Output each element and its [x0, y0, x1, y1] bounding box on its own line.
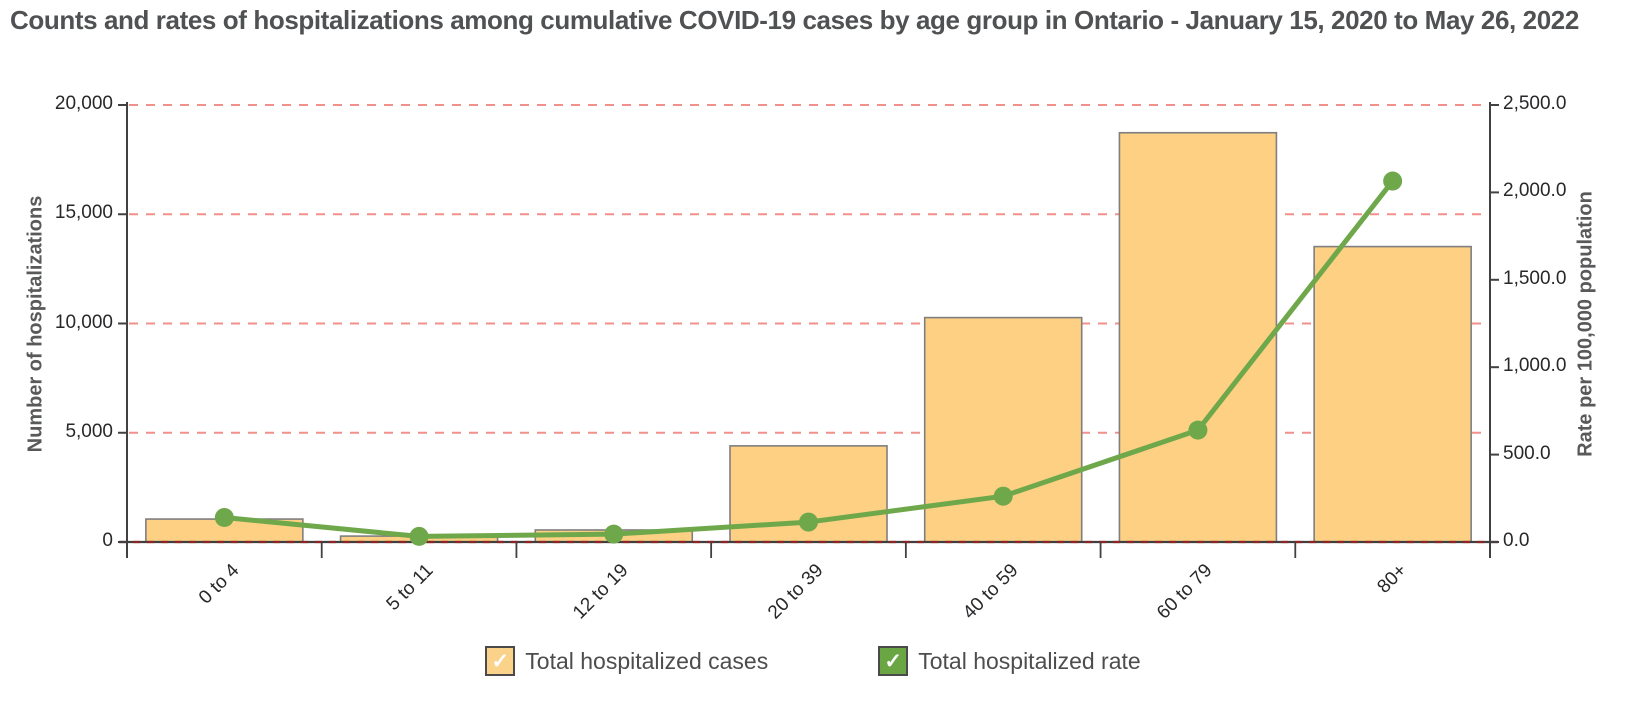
cases-checkbox[interactable]: ✓: [485, 646, 516, 676]
legend-label-cases: Total hospitalized cases: [525, 647, 769, 674]
bar-80+[interactable]: [1313, 245, 1472, 543]
rate-point-0-to-4[interactable]: [214, 508, 234, 528]
rate-point-40-to-59[interactable]: [993, 486, 1013, 506]
left-tick-label: 5,000: [65, 420, 113, 442]
rate-point-80+[interactable]: [1383, 171, 1403, 191]
bar-40-to-59[interactable]: [923, 316, 1083, 543]
legend-item-total-hospitalized-cases[interactable]: ✓ Total hospitalized cases: [485, 646, 768, 676]
right-tick-label: 0.0: [1503, 530, 1530, 551]
rate-checkbox[interactable]: ✓: [878, 646, 909, 676]
rate-point-12-to-19[interactable]: [604, 524, 624, 544]
right-tick-label: 2,000.0: [1503, 180, 1567, 202]
legend-label-rate: Total hospitalized rate: [918, 647, 1141, 674]
legend-item-total-hospitalized-rate[interactable]: ✓ Total hospitalized rate: [878, 646, 1141, 676]
left-tick-label: 0: [102, 530, 113, 551]
right-tick-label: 500.0: [1503, 442, 1551, 464]
left-tick-label: 15,000: [54, 202, 113, 224]
rate-point-20-to-39[interactable]: [799, 512, 818, 532]
left-tick-label: 20,000: [54, 93, 113, 114]
chart-legend: ✓ Total hospitalized cases ✓ Total hospi…: [0, 646, 1626, 676]
bar-60-to-79[interactable]: [1118, 131, 1278, 543]
right-tick-label: 1,000.0: [1503, 355, 1567, 377]
right-tick-label: 2,500.0: [1503, 93, 1567, 114]
y-axis-title-left: Number of hospitalizations: [24, 195, 47, 453]
rate-point-60-to-79[interactable]: [1188, 420, 1208, 440]
y-axis-title-right: Rate per 100,000 population: [1574, 191, 1597, 457]
checkmark-icon: ✓: [884, 649, 903, 673]
chart-title: Counts and rates of hospitalizations amo…: [10, 5, 1579, 35]
left-tick-label: 10,000: [54, 311, 113, 333]
right-tick-label: 1,500.0: [1503, 267, 1567, 289]
rate-point-5-to-11[interactable]: [409, 526, 429, 546]
checkmark-icon: ✓: [491, 649, 510, 673]
